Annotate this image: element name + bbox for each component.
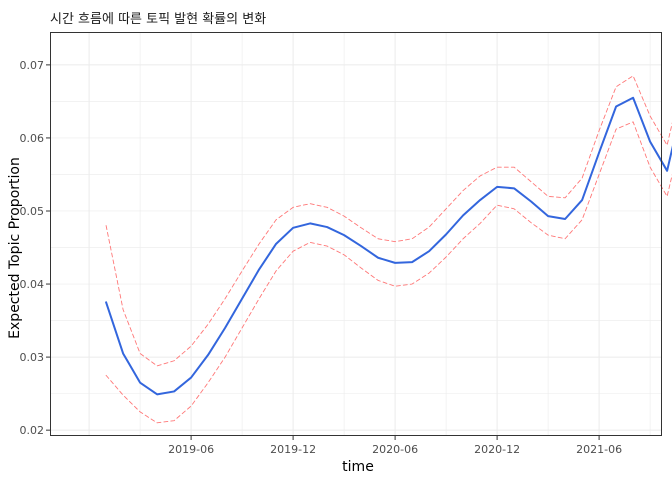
y-tick-label: 0.05 [20, 205, 45, 218]
chart-title: 시간 흐름에 따른 토픽 발현 확률의 변화 [50, 12, 266, 27]
x-tick-label: 2020-06 [372, 443, 418, 456]
x-axis: 2019-062019-122020-062020-122021-062021-… [168, 436, 622, 456]
y-tick-label: 0.03 [20, 351, 45, 364]
plot-panel [50, 32, 662, 436]
y-tick-label: 0.02 [20, 424, 45, 437]
series-line-estimate [105, 96, 672, 396]
gridlines [50, 32, 662, 436]
series-line-upper-95-ci [105, 75, 672, 367]
x-tick-label: 2019-12 [270, 443, 316, 456]
x-tick-label: 2020-12 [474, 443, 520, 456]
x-tick-label: 2019-06 [168, 443, 214, 456]
y-tick-label: 0.07 [20, 59, 45, 72]
y-axis-title: Expected Topic Proportion [7, 157, 23, 339]
plot-border [50, 32, 662, 436]
series-layer [105, 75, 672, 424]
y-axis: 0.02 0.03 0.04 0.05 0.06 0.07 [20, 59, 50, 437]
series-line-lower-95-ci [105, 121, 672, 424]
y-tick-label: 0.04 [20, 278, 45, 291]
y-tick-label: 0.06 [20, 132, 45, 145]
x-tick-label: 2021-06 [576, 443, 622, 456]
x-axis-title: time [342, 459, 374, 475]
